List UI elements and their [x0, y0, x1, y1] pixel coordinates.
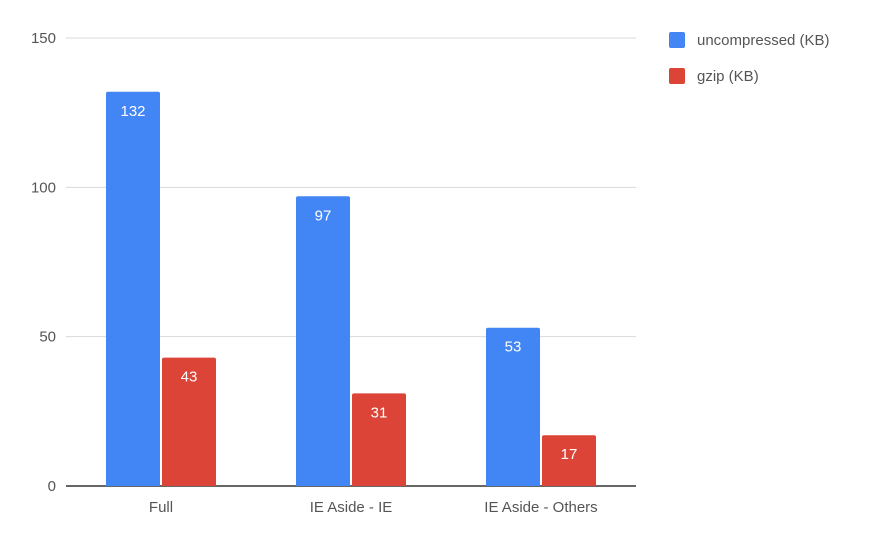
data-label: 31 [371, 404, 388, 421]
y-tick-label: 50 [39, 329, 56, 346]
data-label: 17 [561, 446, 578, 463]
legend: uncompressed (KB) gzip (KB) [669, 32, 830, 85]
grid-layer: 0 50 100 150 [31, 30, 636, 495]
x-tick-label: IE Aside - IE [310, 499, 393, 516]
x-tick-label: Full [149, 499, 173, 516]
legend-label: gzip (KB) [697, 68, 759, 85]
labels-layer: 132 43 Full 97 31 IE Aside - IE 53 17 IE Aside -… [120, 103, 597, 516]
bars-layer [106, 91, 596, 486]
bar [106, 91, 160, 486]
legend-swatch [669, 68, 685, 84]
bar [542, 435, 596, 486]
data-label: 53 [505, 339, 522, 356]
data-label: 43 [181, 369, 198, 386]
y-tick-label: 100 [31, 179, 56, 196]
legend-label: uncompressed (KB) [697, 32, 830, 49]
x-tick-label: IE Aside - Others [484, 499, 597, 516]
data-label: 132 [120, 103, 145, 120]
legend-swatch [669, 32, 685, 48]
y-tick-label: 150 [31, 30, 56, 47]
data-label: 97 [315, 207, 332, 224]
y-tick-label: 0 [48, 478, 56, 495]
bar [162, 357, 216, 486]
bar [352, 393, 406, 486]
bar [296, 196, 350, 486]
bar [486, 327, 540, 486]
